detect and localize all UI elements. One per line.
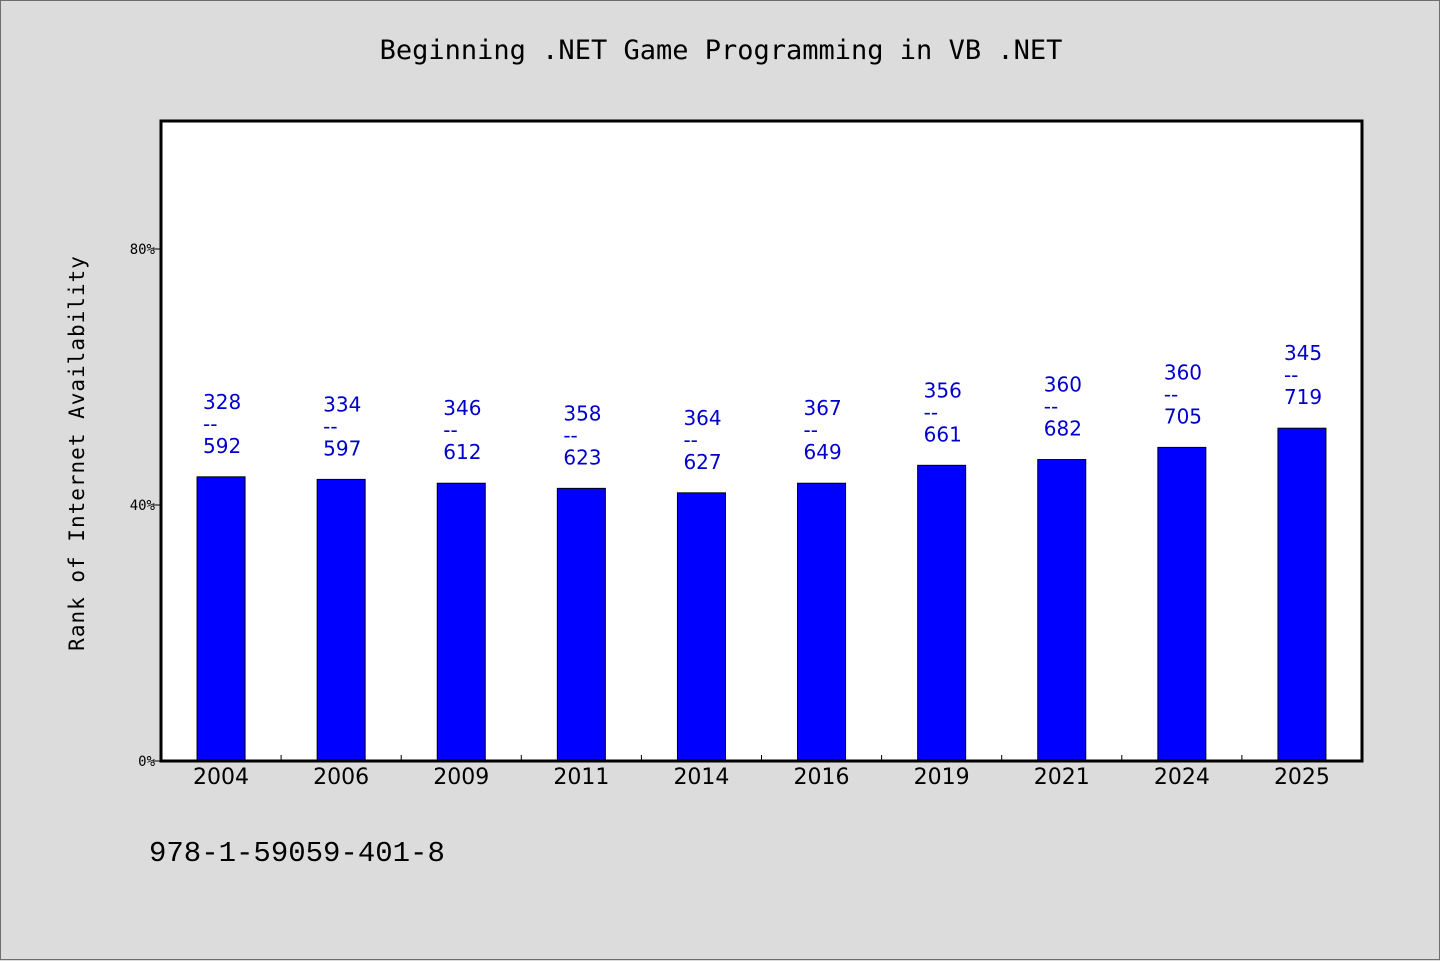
bar bbox=[676, 492, 726, 762]
bar bbox=[196, 476, 246, 762]
data-label-top: 328 bbox=[203, 390, 241, 414]
bar bbox=[436, 482, 486, 762]
data-label-top: 345 bbox=[1284, 341, 1322, 365]
plot-border bbox=[159, 119, 1364, 763]
x-tick-label: 2024 bbox=[1154, 765, 1210, 790]
data-label-bottom: 627 bbox=[683, 450, 721, 474]
bar bbox=[917, 464, 967, 762]
bar bbox=[556, 487, 606, 762]
data-label-bottom: 705 bbox=[1164, 404, 1202, 428]
data-label-top: 356 bbox=[924, 378, 962, 402]
y-tick-label: 40% bbox=[130, 498, 156, 514]
data-label-bottom: 682 bbox=[1044, 417, 1082, 441]
x-tick-label: 2014 bbox=[673, 765, 729, 790]
x-tick-label: 2009 bbox=[433, 765, 489, 790]
x-tick-label: 2025 bbox=[1274, 765, 1330, 790]
x-tick-label: 2019 bbox=[914, 765, 970, 790]
bar bbox=[316, 478, 366, 762]
data-label-top: 346 bbox=[443, 396, 481, 420]
data-label-bottom: 719 bbox=[1284, 385, 1322, 409]
data-label-top: 334 bbox=[323, 392, 361, 416]
data-label-bottom: 623 bbox=[563, 445, 601, 469]
x-tick-label: 2016 bbox=[794, 765, 850, 790]
data-label-top: 367 bbox=[804, 396, 842, 420]
data-label-bottom: 592 bbox=[203, 434, 241, 458]
data-label-separator: -- bbox=[1044, 395, 1058, 419]
data-label-separator: -- bbox=[443, 418, 457, 442]
data-label-separator: -- bbox=[924, 400, 938, 424]
data-label-bottom: 597 bbox=[323, 436, 361, 460]
x-tick-label: 2021 bbox=[1034, 765, 1090, 790]
bar bbox=[1277, 427, 1327, 762]
data-label-separator: -- bbox=[323, 414, 337, 438]
data-label-separator: -- bbox=[203, 412, 217, 436]
data-label-bottom: 612 bbox=[443, 440, 481, 464]
data-label-top: 360 bbox=[1044, 373, 1082, 397]
bar bbox=[797, 482, 847, 762]
chart-title: Beginning .NET Game Programming in VB .N… bbox=[379, 35, 1063, 66]
data-label-separator: -- bbox=[804, 418, 818, 442]
bar bbox=[1157, 446, 1207, 762]
isbn-label: 978-1-59059-401-8 bbox=[149, 837, 445, 870]
bar bbox=[1037, 459, 1087, 762]
x-tick-label: 2004 bbox=[193, 765, 249, 790]
x-tick-label: 2011 bbox=[553, 765, 609, 790]
data-label-top: 364 bbox=[683, 406, 721, 430]
data-label-top: 358 bbox=[563, 401, 601, 425]
data-label-separator: -- bbox=[1164, 382, 1178, 406]
data-label-bottom: 649 bbox=[804, 440, 842, 464]
x-tick-label: 2006 bbox=[313, 765, 369, 790]
data-label-separator: -- bbox=[1284, 363, 1298, 387]
data-label-top: 360 bbox=[1164, 360, 1202, 384]
y-tick-label: 80% bbox=[130, 242, 156, 258]
data-label-separator: -- bbox=[683, 428, 697, 452]
data-label-bottom: 661 bbox=[924, 422, 962, 446]
data-label-separator: -- bbox=[563, 423, 577, 447]
y-tick-label: 0% bbox=[138, 754, 155, 770]
